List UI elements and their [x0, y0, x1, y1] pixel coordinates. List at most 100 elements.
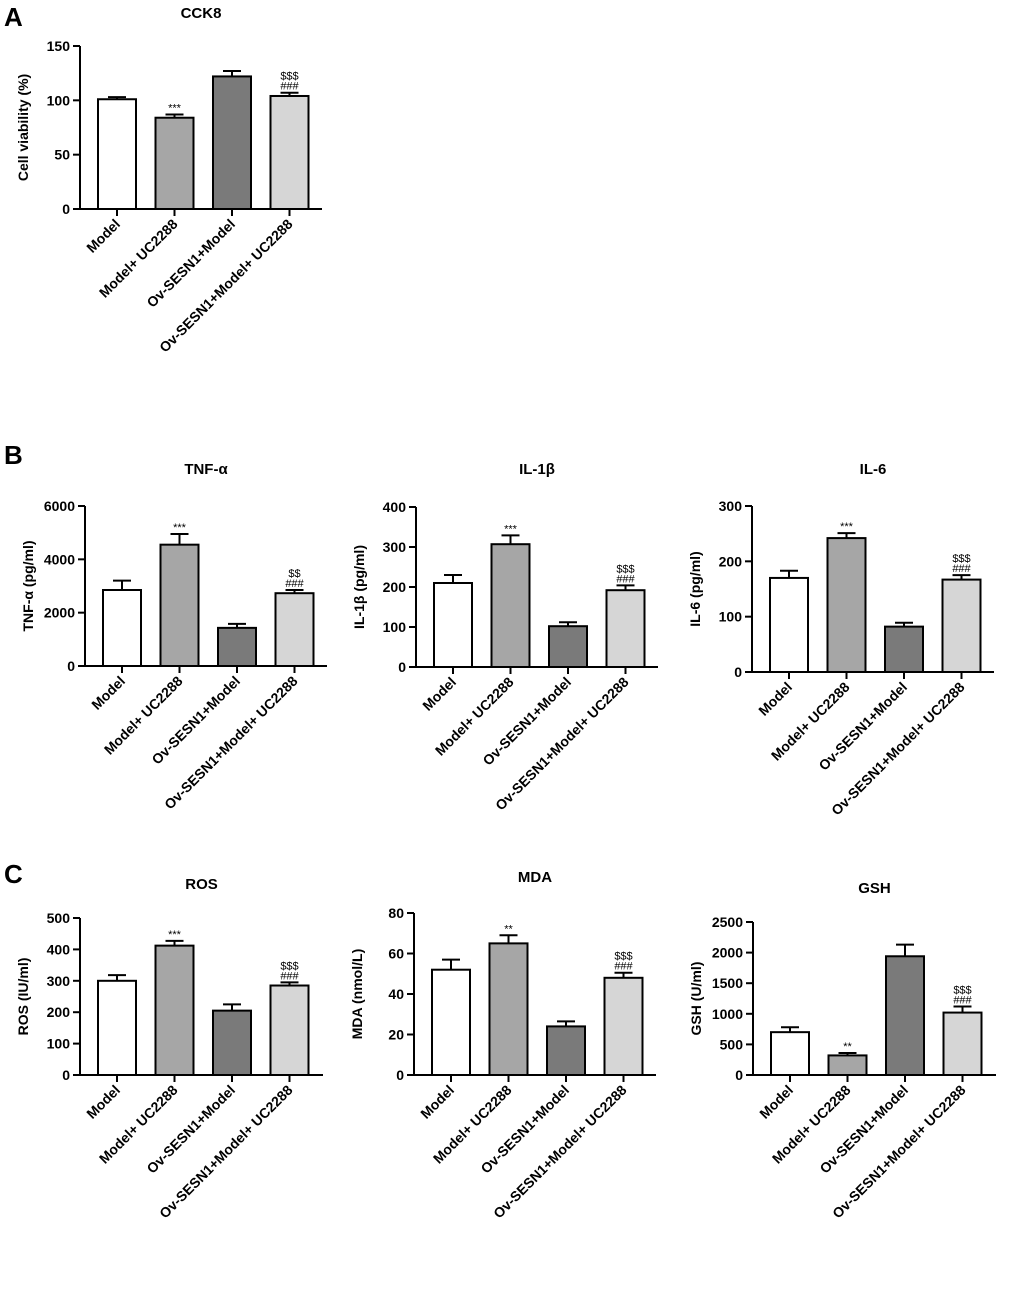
tnf-bar	[274, 592, 315, 668]
ros-bar	[269, 984, 310, 1077]
il1b-significance-marker: ###	[616, 573, 635, 585]
cck8-bar	[212, 75, 252, 210]
tnf-significance-marker: ***	[173, 522, 187, 534]
cck8-title: CCK8	[181, 5, 222, 22]
cck8-significance-marker: ###	[280, 81, 299, 93]
il6-category-label: Model	[755, 679, 795, 719]
il6-bar	[884, 625, 924, 673]
ros-category-label: Model	[83, 1082, 123, 1122]
il6-bar	[826, 537, 867, 673]
il6-significance-marker: ***	[840, 521, 854, 533]
gsh-significance-marker: ###	[953, 994, 972, 1006]
charts-group: CCK8 Cell viability (%) 0 50 100 150 Model Mode…	[15, 5, 996, 1221]
tnf-significance-marker: $$	[288, 568, 300, 580]
cck8-y-tick-label: 100	[47, 92, 71, 108]
mda-y-tick-label: 40	[388, 986, 404, 1002]
il1b-significance-marker: ***	[504, 523, 518, 535]
il1b-bar	[605, 589, 646, 669]
il1b-bar	[490, 543, 531, 669]
il6-y-tick-label: 200	[719, 553, 743, 569]
gsh-significance-marker: $$$	[953, 984, 971, 996]
ros-y-axis-label: ROS (IU/ml)	[15, 958, 31, 1036]
gsh-y-tick-label: 1000	[712, 1006, 743, 1022]
mda-title: MDA	[518, 869, 552, 886]
il6-y-tick-label: 0	[734, 664, 742, 680]
il6-bar	[769, 576, 809, 674]
il1b-y-tick-label: 400	[383, 499, 407, 515]
il6-significance-marker: $$$	[952, 553, 970, 565]
gsh-category-label: Model	[756, 1082, 796, 1122]
il1b-title: IL-1β	[519, 461, 555, 478]
tnf-y-tick-label: 0	[67, 658, 75, 674]
ros-significance-marker: $$$	[280, 960, 298, 972]
panel-label-a: A	[4, 2, 23, 32]
mda-significance-marker: **	[504, 923, 513, 935]
il6-bar	[941, 578, 982, 673]
il1b-bar	[548, 625, 588, 669]
gsh-y-tick-label: 1500	[712, 975, 743, 991]
mda-y-tick-label: 20	[388, 1027, 404, 1043]
ros-significance-marker: ###	[280, 970, 299, 982]
gsh-bar	[770, 1031, 810, 1077]
cck8-y-tick-label: 0	[62, 201, 70, 217]
gsh-significance-marker: **	[843, 1041, 852, 1053]
ros-y-tick-label: 0	[62, 1067, 70, 1083]
panel-label-b: B	[4, 440, 23, 470]
tnf-bar	[159, 543, 200, 668]
il1b-category-label: Model	[419, 674, 459, 714]
il6-y-axis-label: IL-6 (pg/ml)	[687, 551, 703, 626]
ros-y-tick-label: 500	[47, 910, 71, 926]
il6-title: IL-6	[860, 461, 887, 478]
cck8-bar	[97, 98, 137, 210]
il6-y-tick-label: 300	[719, 498, 743, 514]
cck8-significance-marker: ***	[168, 102, 182, 114]
gsh-title: GSH	[858, 880, 891, 897]
tnf-title: TNF-α	[184, 461, 228, 478]
cck8-significance-marker: $$$	[280, 71, 298, 83]
tnf-y-axis-label: TNF-α (pg/ml)	[20, 540, 36, 631]
mda-y-tick-label: 80	[388, 905, 404, 921]
ros-bar	[154, 944, 195, 1077]
gsh-bar	[942, 1011, 983, 1076]
cck8-category-label: Model	[83, 216, 123, 256]
cck8-bar	[154, 116, 195, 210]
cck8-y-tick-label: 150	[47, 38, 71, 54]
tnf-bar	[102, 589, 142, 667]
ros-bar	[212, 1009, 252, 1077]
il1b-significance-marker: $$$	[616, 563, 634, 575]
gsh-y-tick-label: 2500	[712, 914, 743, 930]
il1b-bar	[433, 582, 473, 668]
il1b-y-axis-label: IL-1β (pg/ml)	[351, 545, 367, 629]
tnf-category-label: Model	[88, 673, 128, 713]
ros-y-tick-label: 400	[47, 941, 71, 957]
ros-title: ROS	[185, 876, 218, 893]
ros-bar	[97, 979, 137, 1076]
tnf-y-tick-label: 4000	[44, 551, 75, 567]
gsh-y-tick-label: 2000	[712, 945, 743, 961]
gsh-y-axis-label: GSH (U/ml)	[688, 962, 704, 1036]
panel-label-c: C	[4, 859, 23, 889]
mda-significance-marker: $$$	[614, 951, 632, 963]
mda-significance-marker: ###	[614, 961, 633, 973]
gsh-y-tick-label: 0	[735, 1067, 743, 1083]
cck8-bar	[269, 94, 310, 210]
mda-y-tick-label: 60	[388, 946, 404, 962]
mda-bar	[546, 1025, 586, 1077]
ros-significance-marker: ***	[168, 929, 182, 941]
ros-y-tick-label: 200	[47, 1004, 71, 1020]
il1b-y-tick-label: 100	[383, 619, 407, 635]
cck8-y-tick-label: 50	[54, 147, 70, 163]
ros-y-tick-label: 100	[47, 1036, 71, 1052]
gsh-y-tick-label: 500	[720, 1036, 744, 1052]
tnf-y-tick-label: 6000	[44, 498, 75, 514]
tnf-bar	[217, 626, 257, 667]
mda-y-axis-label: MDA (nmol/L)	[349, 949, 365, 1039]
mda-y-tick-label: 0	[396, 1067, 404, 1083]
